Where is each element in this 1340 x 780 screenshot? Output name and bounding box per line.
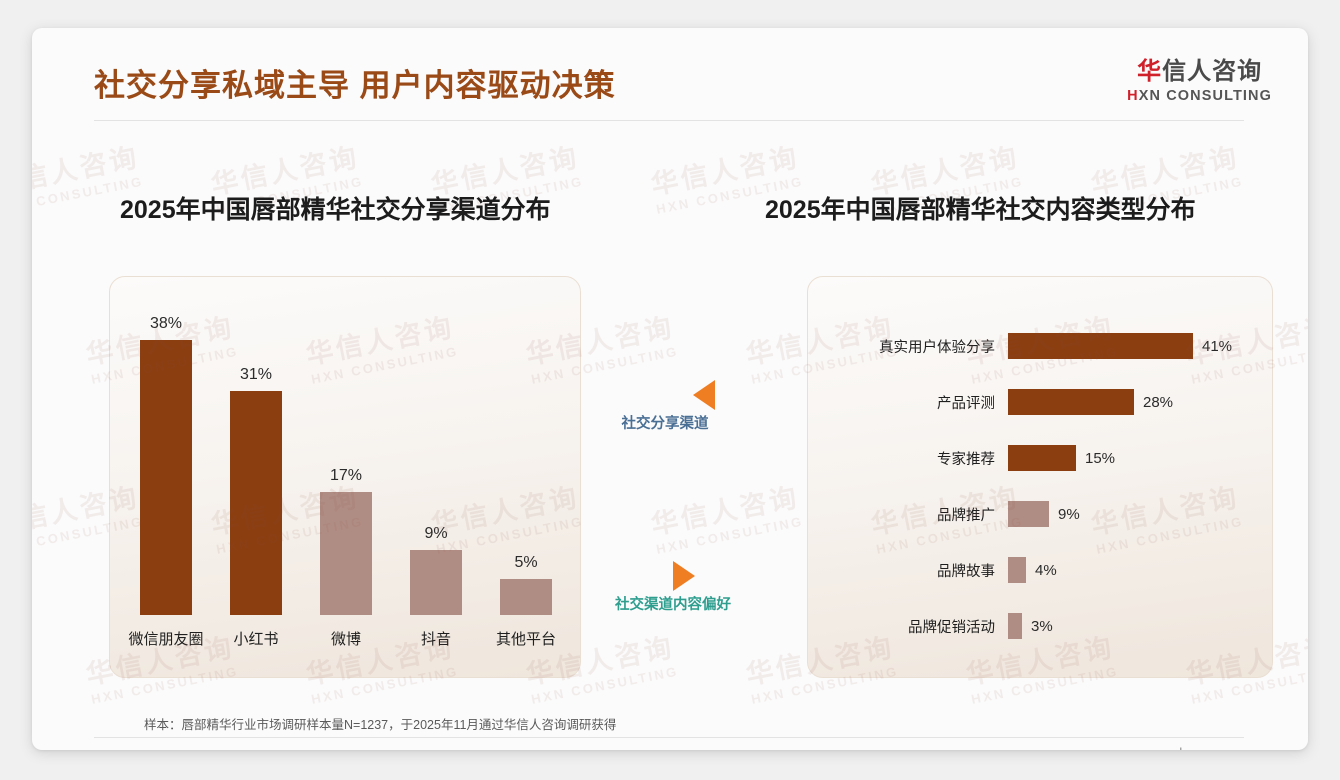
bar-rect[interactable] xyxy=(1008,333,1193,359)
vertical-bar-group: 17% 微博 xyxy=(302,249,390,649)
bar-rect[interactable] xyxy=(1008,389,1134,415)
horizontal-bar-group: 品牌故事 4% xyxy=(808,553,1272,587)
bar-category-label: 品牌推广 xyxy=(937,507,995,524)
bar-category-label: 小红书 xyxy=(233,631,279,648)
bar-value-label: 15% xyxy=(1085,449,1116,467)
slide-footer: ©2026.1 HXR华信人咨询 www.hxrcon.com xyxy=(94,746,1244,750)
bar-category-label: 专家推荐 xyxy=(937,451,995,468)
vertical-bar-group: 38% 微信朋友圈 xyxy=(122,249,210,649)
bar-category-label: 抖音 xyxy=(420,631,451,648)
triangle-right-icon xyxy=(673,561,695,591)
horizontal-bar-chart: 真实用户体验分享 41% 产品评测 28% 专家推荐 15% 品牌推广 9% 品牌故事 4% 品牌促… xyxy=(808,277,1272,677)
bar-value-label: 28% xyxy=(1143,393,1174,411)
vertical-bar-chart: 38% 微信朋友圈 31% 小红书 17% 微博 9% 抖音 5% 其他平台 xyxy=(110,277,580,677)
bar-rect[interactable] xyxy=(140,340,192,615)
logo-chinese-rest: 信人咨询 xyxy=(1162,58,1263,85)
bar-rect[interactable] xyxy=(230,391,282,615)
vertical-bar-group: 31% 小红书 xyxy=(212,249,300,649)
bar-rect[interactable] xyxy=(410,550,462,615)
horizontal-bar-group: 品牌促销活动 3% xyxy=(808,609,1272,643)
bar-category-label: 品牌故事 xyxy=(937,563,995,580)
logo-chinese: 华信人咨询 xyxy=(1127,58,1272,86)
bar-category-label: 微信朋友圈 xyxy=(128,631,204,648)
footer-copyright: ©2026.1 HXR华信人咨询 xyxy=(94,746,234,750)
bar-rect[interactable] xyxy=(320,492,372,615)
logo-english: HXN CONSULTING xyxy=(1127,88,1272,104)
logo-english-rest: XN CONSULTING xyxy=(1138,87,1272,104)
right-chart-panel: 真实用户体验分享 41% 产品评测 28% 专家推荐 15% 品牌推广 9% 品牌故事 4% 品牌促… xyxy=(807,276,1273,678)
horizontal-bar-group: 专家推荐 15% xyxy=(808,441,1272,475)
bar-rect[interactable] xyxy=(1008,501,1049,527)
bar-value-label: 17% xyxy=(329,467,363,484)
bar-category-label: 真实用户体验分享 xyxy=(879,339,995,356)
callout-label-2: 社交渠道内容偏好 xyxy=(615,597,731,613)
footer-divider xyxy=(94,737,1244,738)
slide: 社交分享私域主导 用户内容驱动决策 华信人咨询 HXN CONSULTING 华… xyxy=(32,28,1308,750)
left-chart-panel: 38% 微信朋友圈 31% 小红书 17% 微博 9% 抖音 5% 其他平台 xyxy=(109,276,581,678)
footer-website[interactable]: www.hxrcon.com xyxy=(1150,746,1244,750)
left-chart-heading: 2025年中国唇部精华社交分享渠道分布 xyxy=(120,196,551,224)
triangle-left-icon xyxy=(693,380,715,410)
company-logo: 华信人咨询 HXN CONSULTING xyxy=(1127,58,1272,104)
horizontal-bar-group: 品牌推广 9% xyxy=(808,497,1272,531)
vertical-bar-group: 5% 其他平台 xyxy=(482,249,570,649)
bar-category-label: 品牌促销活动 xyxy=(908,619,995,636)
bar-category-label: 其他平台 xyxy=(495,631,556,648)
sample-note: 样本：唇部精华行业市场调研样本量N=1237，于2025年11月通过华信人咨询调… xyxy=(144,718,617,732)
bar-category-label: 微博 xyxy=(330,631,361,648)
slide-header: 社交分享私域主导 用户内容驱动决策 华信人咨询 HXN CONSULTING xyxy=(32,28,1308,126)
bar-value-label: 3% xyxy=(1031,617,1053,635)
logo-chinese-first-char: 华 xyxy=(1137,58,1163,85)
page-title: 社交分享私域主导 用户内容驱动决策 xyxy=(94,68,616,103)
bar-value-label: 41% xyxy=(1202,337,1233,355)
bar-value-label: 4% xyxy=(1035,561,1057,579)
callout-channel-content-preference: 社交渠道内容偏好 xyxy=(615,561,731,614)
bar-value-label: 5% xyxy=(514,554,538,571)
logo-english-first-char: H xyxy=(1127,87,1139,104)
bar-rect[interactable] xyxy=(1008,445,1076,471)
header-divider xyxy=(94,120,1244,121)
bar-rect[interactable] xyxy=(1008,557,1026,583)
bar-value-label: 31% xyxy=(239,366,273,383)
right-chart-heading: 2025年中国唇部精华社交内容类型分布 xyxy=(765,196,1196,224)
bar-category-label: 产品评测 xyxy=(937,395,995,412)
callout-social-share-channel: 社交分享渠道 xyxy=(615,380,715,433)
bar-rect[interactable] xyxy=(1008,613,1022,639)
bar-value-label: 9% xyxy=(1058,505,1080,523)
bar-value-label: 9% xyxy=(424,525,448,542)
bar-value-label: 38% xyxy=(149,315,183,332)
vertical-bar-group: 9% 抖音 xyxy=(392,249,480,649)
bar-rect[interactable] xyxy=(500,579,552,615)
callout-label-1: 社交分享渠道 xyxy=(621,416,709,432)
horizontal-bar-group: 产品评测 28% xyxy=(808,385,1272,419)
horizontal-bar-group: 真实用户体验分享 41% xyxy=(808,329,1272,363)
